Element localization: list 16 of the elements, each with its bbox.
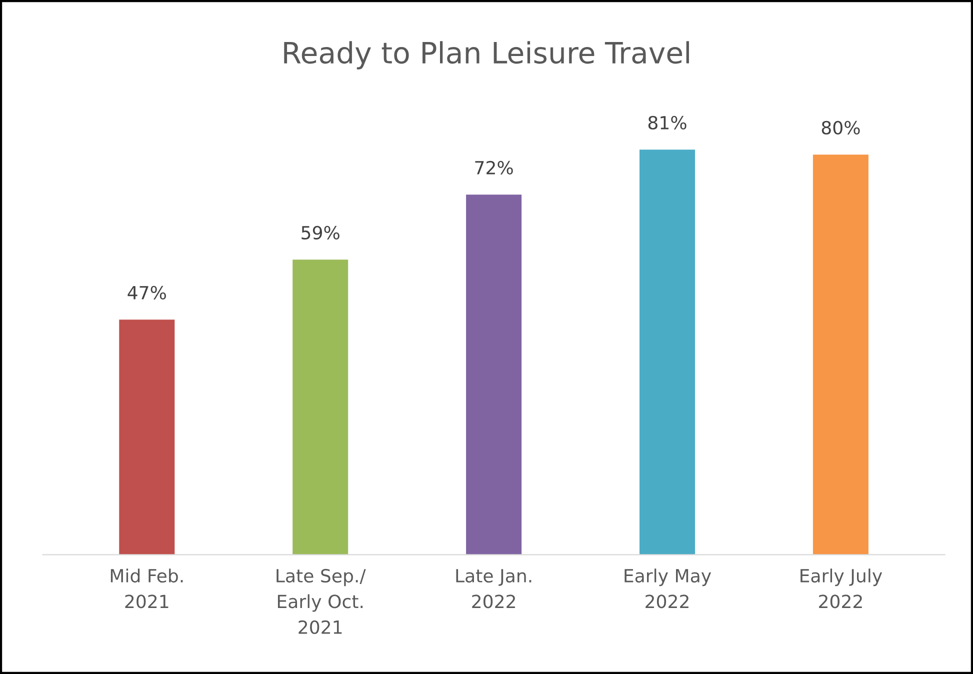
bar bbox=[466, 194, 522, 555]
x-tick-label: Late Jan. 2022 bbox=[456, 569, 532, 608]
x-tick-label: Mid Feb. 2021 bbox=[110, 568, 183, 608]
bar bbox=[640, 150, 696, 555]
data-label: 47% bbox=[128, 286, 166, 300]
x-tick-label: Early May 2022 bbox=[624, 568, 712, 608]
data-label: 81% bbox=[648, 116, 686, 130]
data-label: 59% bbox=[302, 226, 340, 240]
data-label: 80% bbox=[822, 120, 860, 135]
bar bbox=[812, 154, 868, 555]
x-tick-label: Late Sep./ Early Oct. 2021 bbox=[276, 568, 366, 634]
bar bbox=[292, 260, 348, 555]
bar bbox=[119, 320, 175, 555]
chart-title: Ready to Plan Leisure Travel bbox=[284, 41, 689, 70]
x-tick-label: Early July 2022 bbox=[800, 568, 882, 608]
data-label: 72% bbox=[475, 160, 513, 175]
